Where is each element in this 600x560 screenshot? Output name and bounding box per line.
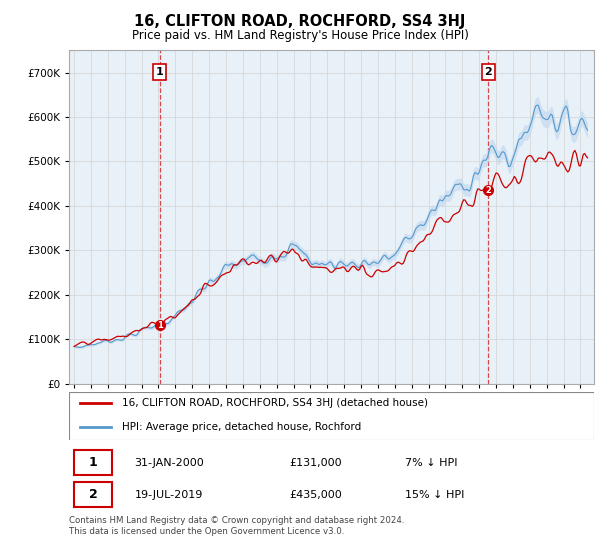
Text: HPI: Average price, detached house, Rochford: HPI: Average price, detached house, Roch… [121,422,361,432]
Text: 31-JAN-2000: 31-JAN-2000 [134,458,205,468]
Text: 19-JUL-2019: 19-JUL-2019 [134,489,203,500]
Text: 16, CLIFTON ROAD, ROCHFORD, SS4 3HJ: 16, CLIFTON ROAD, ROCHFORD, SS4 3HJ [134,14,466,29]
Text: 15% ↓ HPI: 15% ↓ HPI [405,489,464,500]
Text: Price paid vs. HM Land Registry's House Price Index (HPI): Price paid vs. HM Land Registry's House … [131,29,469,42]
Text: 1: 1 [89,456,98,469]
Text: 16, CLIFTON ROAD, ROCHFORD, SS4 3HJ (detached house): 16, CLIFTON ROAD, ROCHFORD, SS4 3HJ (det… [121,398,427,408]
Text: Contains HM Land Registry data © Crown copyright and database right 2024.
This d: Contains HM Land Registry data © Crown c… [69,516,404,536]
Text: 2: 2 [484,67,492,77]
Bar [74,450,112,475]
Text: 7% ↓ HPI: 7% ↓ HPI [405,458,458,468]
Text: 2: 2 [485,186,491,195]
Text: 1: 1 [156,67,164,77]
Text: £131,000: £131,000 [290,458,342,468]
Text: 2: 2 [89,488,98,501]
Text: 1: 1 [157,321,163,330]
Text: £435,000: £435,000 [290,489,342,500]
Bar [74,482,112,507]
